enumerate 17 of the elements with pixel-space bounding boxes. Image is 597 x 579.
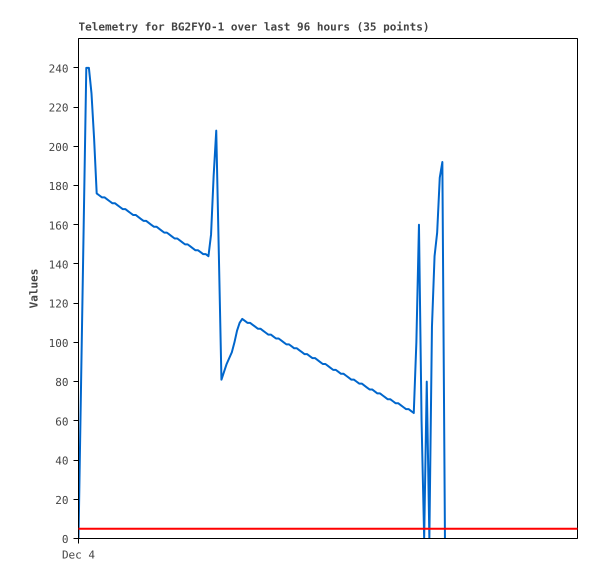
line-series: [78, 66, 446, 538]
y-axis-title: Values: [28, 268, 41, 308]
y-tick-label: 140: [48, 258, 69, 272]
chart-title: Telemetry for BG2FYO-1 over last 96 hours (35 points): [78, 20, 430, 34]
y-tick-label: 80: [55, 376, 69, 390]
y-tick-label: 160: [48, 219, 69, 232]
x-tick-label: Dec 4: [62, 548, 96, 562]
y-tick-label: 60: [55, 415, 69, 428]
y-tick-label: 0: [62, 533, 68, 546]
y-tick-label: 180: [48, 180, 69, 194]
y-tick-label: 240: [48, 62, 69, 76]
y-tick-label: 40: [55, 454, 69, 468]
y-tick-label: 120: [48, 298, 69, 311]
y-tick-label: 20: [55, 494, 69, 507]
y-tick-label: 200: [48, 140, 69, 154]
y-tick-label: 100: [48, 336, 69, 350]
y-tick-label: 220: [48, 102, 69, 115]
